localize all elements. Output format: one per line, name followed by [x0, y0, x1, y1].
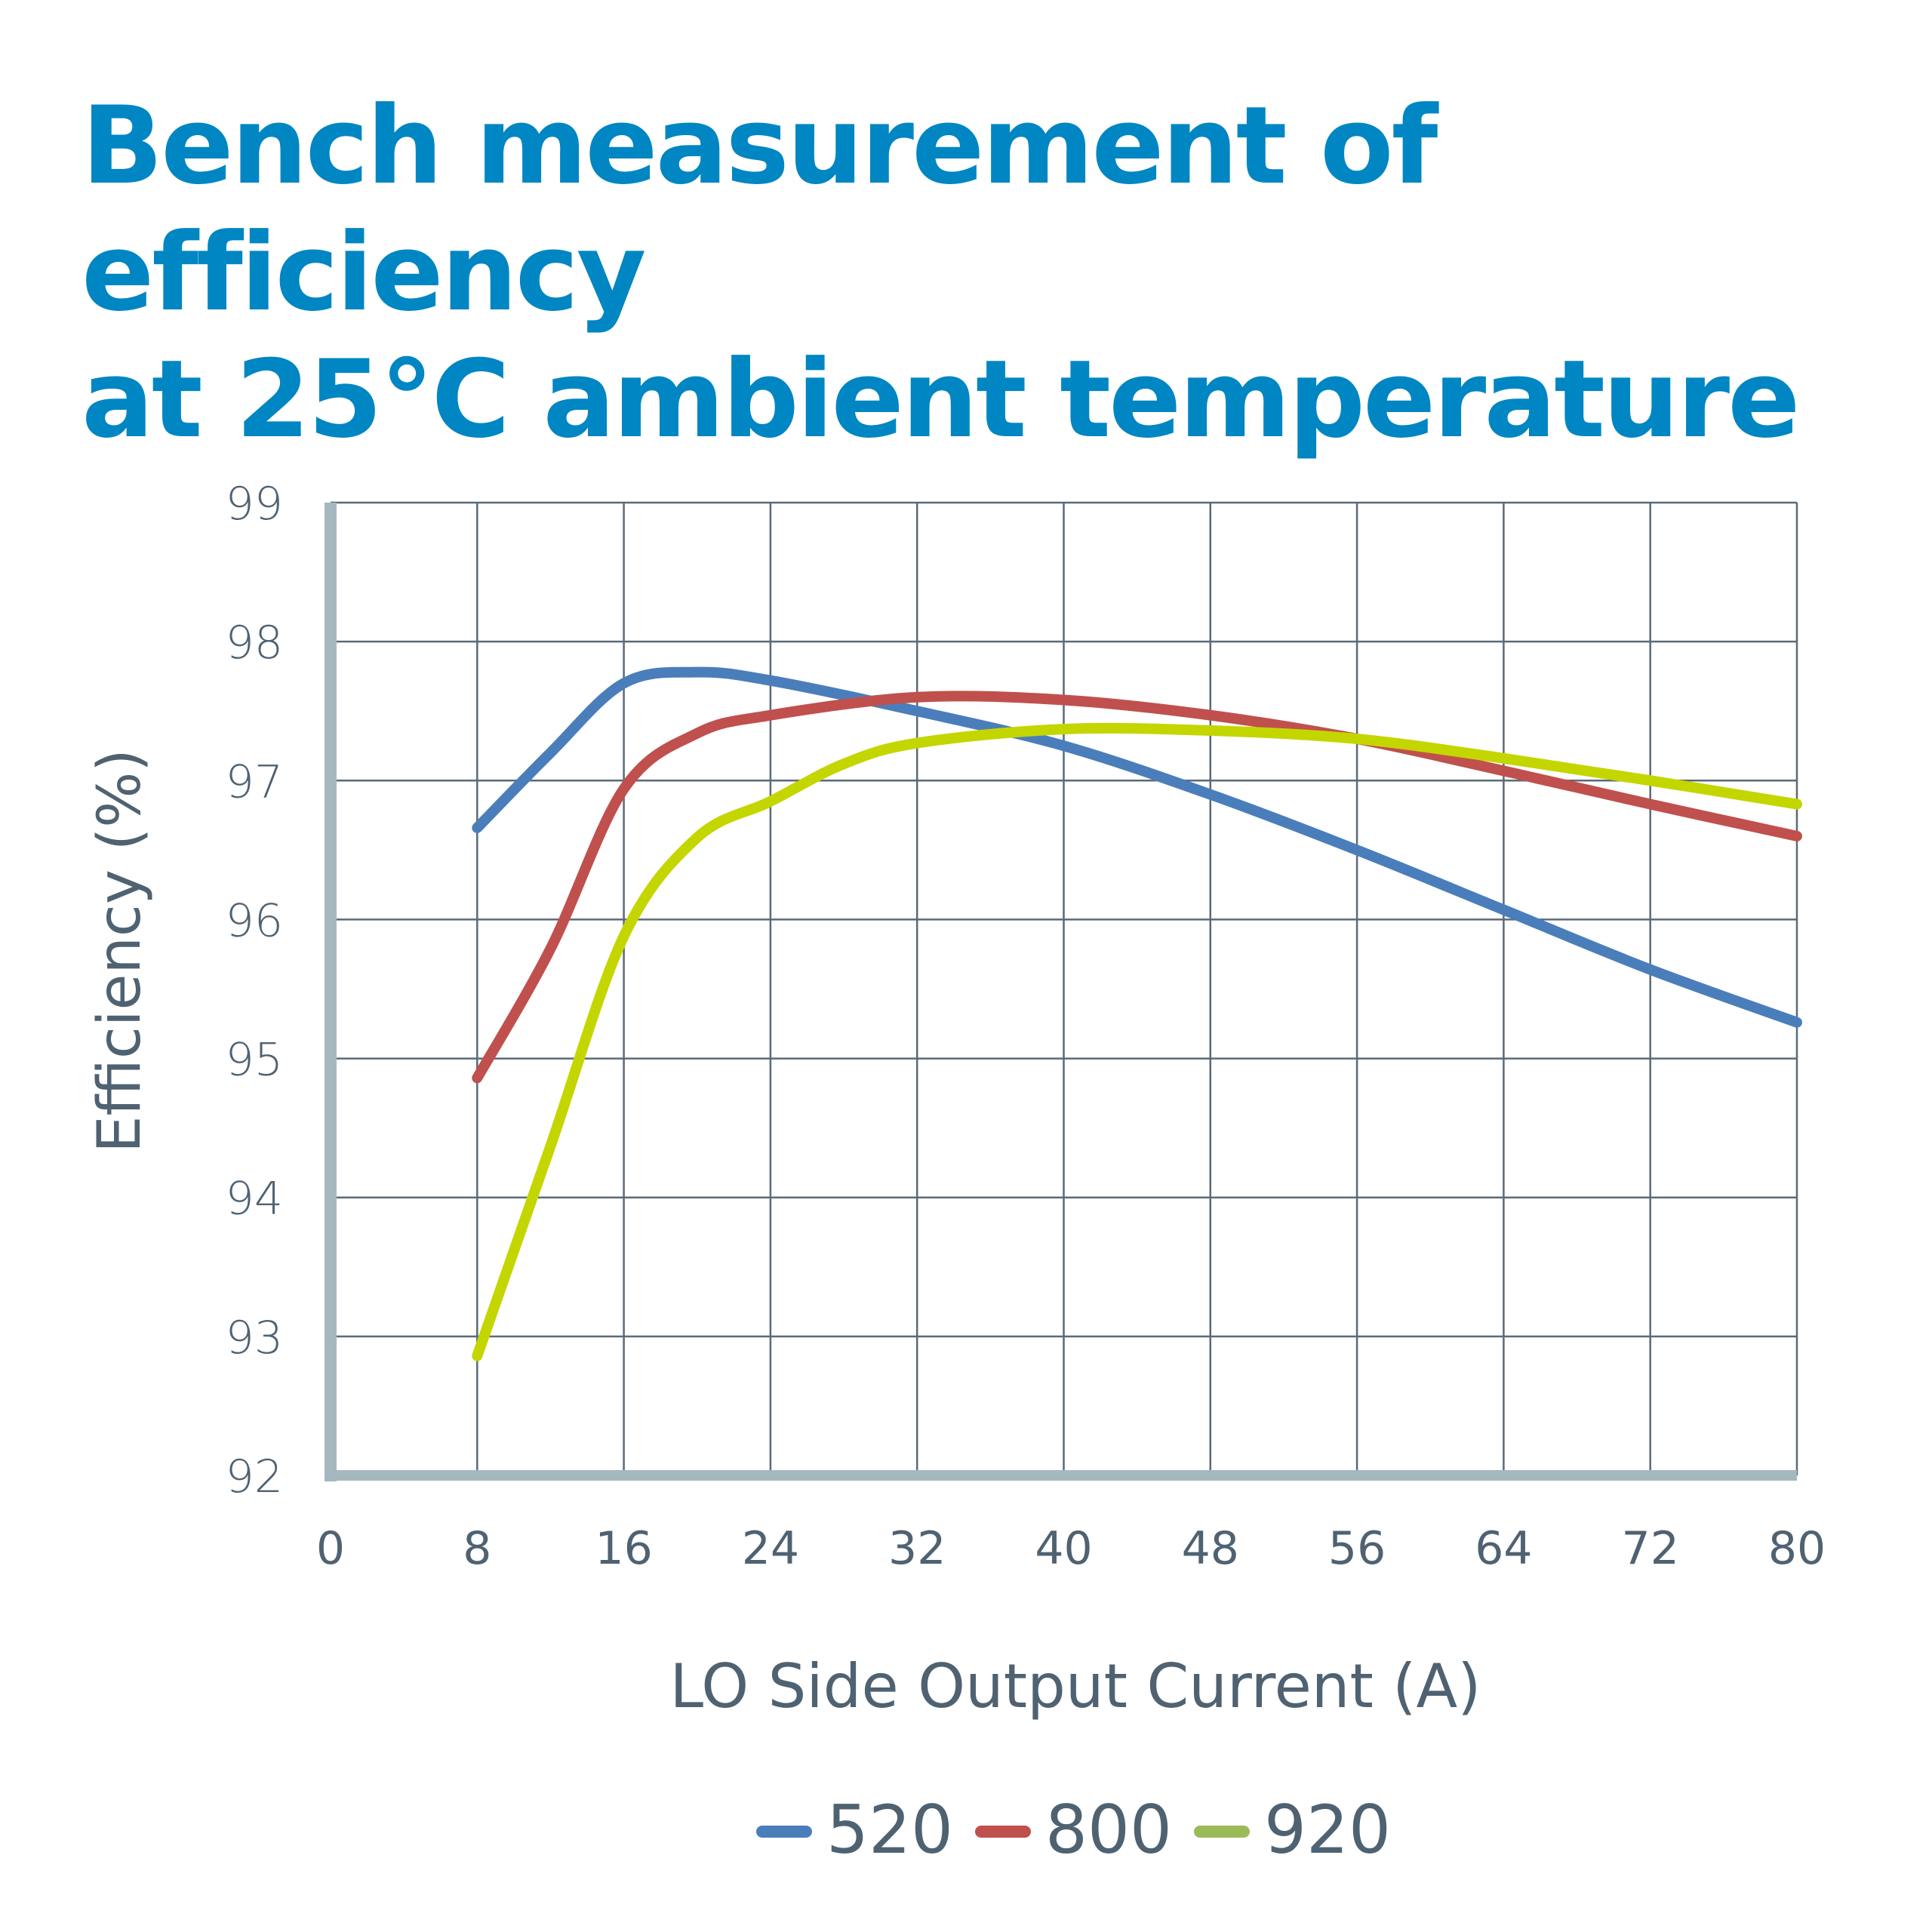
x-tick-label: 8	[463, 1522, 491, 1575]
x-tick-label: 16	[595, 1522, 652, 1575]
y-tick-label: 94	[226, 1173, 283, 1226]
legend-label-520: 520	[826, 1791, 953, 1869]
legend-label-920: 920	[1264, 1791, 1391, 1869]
chart-title: Bench measurement of efficiency at 25°C …	[82, 83, 1932, 463]
y-tick-label: 98	[226, 617, 283, 669]
title-line-1: Bench measurement of efficiency	[82, 84, 1438, 335]
y-tick-label: 99	[226, 478, 283, 531]
y-tick-label: 97	[226, 755, 283, 808]
x-tick-label: 64	[1475, 1522, 1532, 1575]
series-line-520	[472, 666, 1802, 1028]
x-tick-label: 0	[316, 1522, 345, 1575]
series-line-800	[472, 691, 1802, 1084]
x-axis-label: LO Side Output Current (A)	[670, 1651, 1481, 1721]
y-tick-label: 93	[226, 1312, 283, 1364]
x-tick-label: 24	[742, 1522, 799, 1575]
title-line-2: at 25°C ambient temperature	[82, 337, 1800, 462]
y-tick-label: 96	[226, 894, 283, 947]
y-tick-label: 95	[226, 1034, 283, 1087]
y-axis-label: Efficiency (%)	[86, 749, 154, 1153]
x-tick-label: 48	[1182, 1522, 1239, 1575]
series-line-920	[472, 722, 1802, 1361]
x-tick-label: 80	[1768, 1522, 1826, 1575]
x-tick-label: 56	[1328, 1522, 1386, 1575]
x-tick-label: 72	[1622, 1522, 1679, 1575]
y-tick-label: 92	[226, 1451, 283, 1503]
legend-label-800: 800	[1045, 1791, 1172, 1869]
x-tick-label: 40	[1035, 1522, 1092, 1575]
x-tick-label: 32	[888, 1522, 946, 1575]
